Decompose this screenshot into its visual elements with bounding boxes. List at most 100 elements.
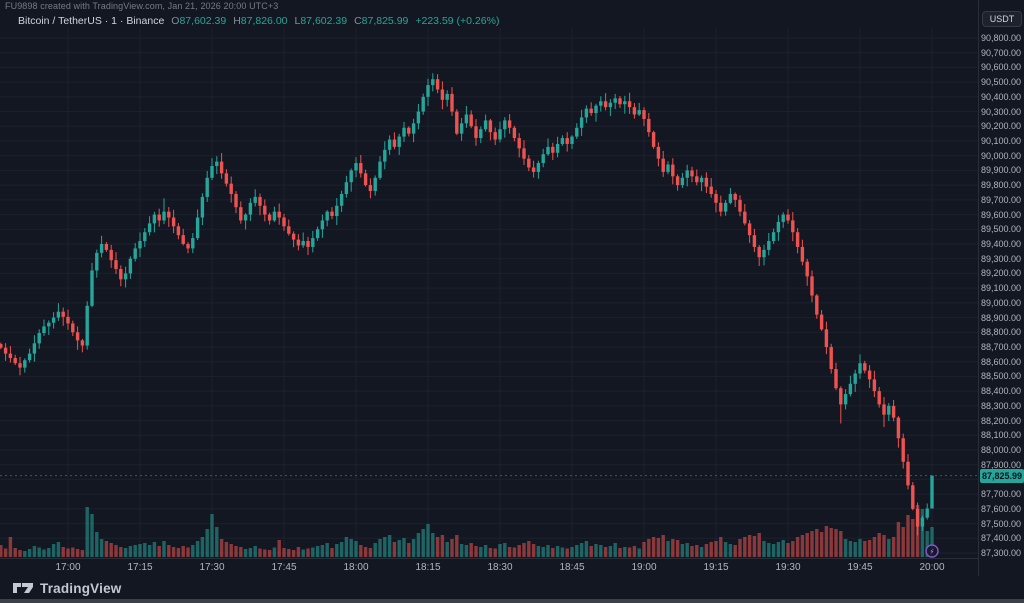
volume-bar [0,545,3,557]
volume-bar [440,535,445,557]
tradingview-brand-text[interactable]: TradingView [40,580,122,596]
candle-body [671,164,675,177]
candle-body [599,101,603,106]
candle-body [834,369,838,389]
candle-body [42,326,46,334]
price-tick-label: 90,700.00 [980,47,1021,58]
volume-bar [296,547,301,557]
candle-body [253,196,257,203]
price-tick-label: 89,600.00 [980,209,1021,220]
volume-bar [335,544,339,557]
candle-body [680,177,685,186]
candle-body [896,417,901,439]
candle-body [234,193,238,208]
candle-body [853,373,857,384]
volume-bar [320,545,325,557]
candle-body [325,211,329,221]
price-tick-label: 89,000.00 [980,297,1021,308]
candle-body [311,238,315,247]
volume-bar [623,547,627,557]
candle-body [815,295,819,315]
candle-body [877,391,881,405]
volume-bar [819,532,824,557]
volume-bar [699,547,704,557]
candle-body [565,138,569,144]
volume-bar [191,545,195,557]
grid-layer [0,28,978,558]
volume-bar [248,548,253,557]
volume-bar [555,546,560,557]
volume-bar [733,545,737,557]
price-tick-label: 90,300.00 [980,106,1021,117]
volume-bar [464,545,469,557]
price-axis[interactable]: USDT 87,825.99 90,800.00 90,700.00 90,600.… [978,0,1024,576]
volume-bar [8,537,13,557]
time-tick-label: 19:45 [847,562,873,573]
candle-body [47,322,51,327]
candle-body [714,193,718,203]
price-tick-label: 89,100.00 [980,283,1021,294]
candle-body [906,461,910,486]
candle-body [291,233,296,240]
volume-bar [752,536,757,557]
candle-body [147,223,152,233]
candle-body [75,332,80,341]
candle-body [455,111,459,134]
volume-bar [224,542,229,557]
price-tick-label: 88,600.00 [980,356,1021,367]
candle-body [416,111,421,124]
candle-body [464,114,469,124]
candle-body [104,244,109,250]
candle-body [699,177,704,183]
volume-bar [13,548,17,557]
time-tick-label: 19:15 [703,562,729,573]
volume-bar [42,549,46,557]
volume-bar [143,543,147,557]
volume-bar [411,539,416,557]
candle-body [479,129,483,139]
candle-body [800,246,805,262]
candle-body [205,177,209,197]
volume-bar [815,529,819,557]
volume-bar [152,542,157,557]
volume-bar [205,529,209,557]
volume-bar [123,548,128,557]
volume-bar [767,543,771,557]
volume-bar [455,535,459,557]
volume-bar [527,541,531,557]
volume-bar [503,543,507,557]
volume-bar [363,547,368,557]
candle-body [858,363,862,374]
tradingview-logo-icon[interactable] [12,580,34,596]
volume-bar [272,547,277,557]
symbol-name[interactable]: Bitcoin / TetherUS · 1 · Binance [18,15,165,27]
volume-bar [512,547,517,557]
candle-body [176,226,181,236]
volume-bar [805,533,809,557]
candle-body [363,173,368,186]
volume-bar [891,537,896,557]
currency-toggle-button[interactable]: USDT [982,11,1022,27]
candle-body [162,211,166,221]
candle-body [210,166,214,178]
candle-body [287,226,291,234]
candle-body [66,316,70,324]
volume-bar [599,545,603,557]
candle-body [95,252,99,271]
volume-bar [215,527,219,557]
candle-body [623,101,627,105]
price-tick-label: 87,600.00 [980,503,1021,514]
candle-body [920,517,925,527]
price-tick-label: 90,600.00 [980,62,1021,73]
candle-body [373,177,377,192]
volume-bar [843,539,848,557]
event-marker-icon[interactable]: ⚡ [925,544,939,558]
candle-body [728,193,733,203]
volume-bar [378,539,382,557]
candle-body [570,136,574,144]
price-chart[interactable]: ⚡ [0,0,978,558]
price-tick-label: 90,000.00 [980,150,1021,161]
footer-bar: TradingView [0,577,1024,599]
volume-bar [32,546,37,557]
time-axis[interactable]: 17:00 17:15 17:30 17:45 18:00 18:15 18:30 18:45… [0,558,1024,577]
